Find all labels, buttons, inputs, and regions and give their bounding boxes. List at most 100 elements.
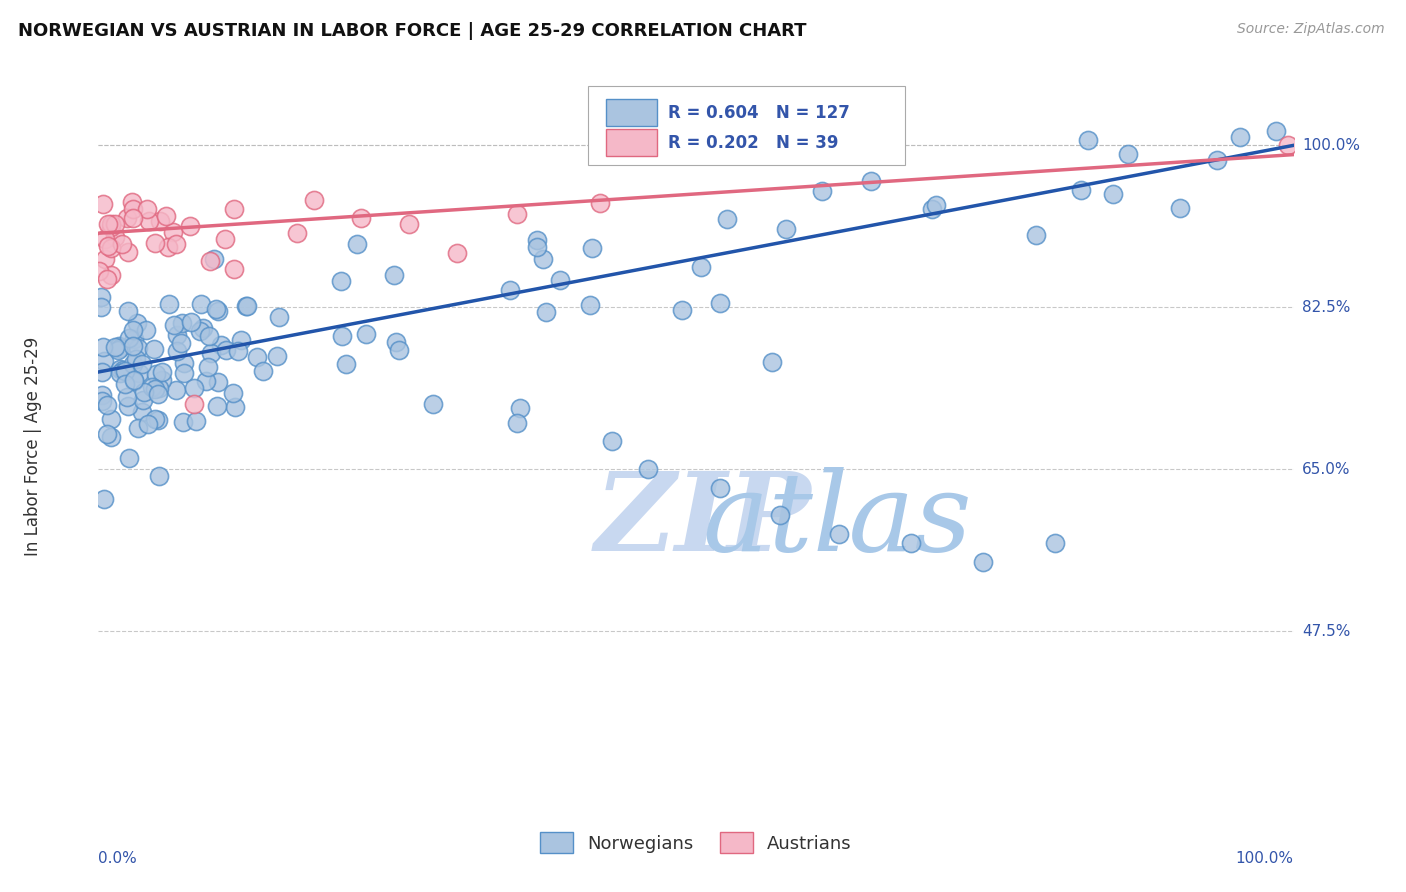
Point <box>108 341 131 355</box>
Point <box>117 390 139 404</box>
Point <box>224 261 246 276</box>
Point <box>252 364 274 378</box>
Point <box>506 207 529 221</box>
Point <box>100 412 122 426</box>
Point <box>150 373 173 387</box>
Point <box>117 244 139 259</box>
Text: 0.0%: 0.0% <box>98 851 138 866</box>
Text: 82.5%: 82.5% <box>1302 300 1350 315</box>
Point <box>150 365 173 379</box>
Point <box>148 381 170 395</box>
Point <box>266 349 288 363</box>
Point <box>100 268 122 283</box>
Point <box>100 429 122 443</box>
Point <box>114 376 136 391</box>
Point <box>671 303 693 318</box>
Point <box>125 351 148 366</box>
FancyBboxPatch shape <box>589 87 905 165</box>
Point <box>900 536 922 550</box>
Point <box>1077 133 1099 147</box>
Point <box>246 350 269 364</box>
Point <box>148 387 170 401</box>
Point <box>145 235 167 250</box>
Bar <box>606 129 657 156</box>
Point <box>285 226 308 240</box>
Point <box>148 413 170 427</box>
Point <box>97 217 120 231</box>
Point <box>775 221 797 235</box>
Point <box>170 336 193 351</box>
Point <box>141 380 163 394</box>
Point <box>149 214 172 228</box>
Point <box>354 327 377 342</box>
Point <box>346 236 368 251</box>
Point <box>222 385 245 400</box>
Text: 47.5%: 47.5% <box>1302 624 1350 639</box>
Point <box>143 382 166 396</box>
Text: 65.0%: 65.0% <box>1302 462 1350 476</box>
Point <box>709 296 731 310</box>
Point <box>93 354 115 368</box>
Point <box>924 198 946 212</box>
Point <box>188 324 211 338</box>
Point <box>972 555 994 569</box>
Point <box>100 220 122 235</box>
Point <box>91 197 114 211</box>
Point <box>589 196 612 211</box>
Legend: Norwegians, Austrians: Norwegians, Austrians <box>533 825 859 860</box>
Point <box>534 305 557 319</box>
Point <box>104 230 127 244</box>
Point <box>165 383 187 397</box>
Point <box>127 421 149 435</box>
Point <box>165 236 187 251</box>
Point <box>180 315 202 329</box>
Point <box>132 393 155 408</box>
Point <box>1070 183 1092 197</box>
Point <box>104 217 127 231</box>
Point <box>172 416 194 430</box>
Point <box>205 302 228 317</box>
Point <box>135 323 157 337</box>
Point <box>810 184 832 198</box>
Point <box>179 219 201 233</box>
Point <box>228 343 250 358</box>
Point <box>509 401 531 416</box>
Point <box>422 397 444 411</box>
Point <box>828 527 851 541</box>
Point <box>330 274 353 288</box>
Point <box>117 399 139 413</box>
Point <box>526 240 548 254</box>
Point <box>581 241 603 255</box>
Point <box>190 297 212 311</box>
Point <box>96 398 118 412</box>
Point <box>235 299 257 313</box>
Point <box>398 217 420 231</box>
Point <box>170 317 193 331</box>
Point <box>122 357 145 371</box>
Point <box>100 217 122 231</box>
Point <box>531 252 554 267</box>
Point <box>124 373 146 387</box>
Point <box>121 211 143 225</box>
Point <box>1101 187 1123 202</box>
Point <box>166 343 188 358</box>
Point <box>330 328 353 343</box>
Point <box>602 434 624 449</box>
Point <box>214 232 236 246</box>
Point <box>191 321 214 335</box>
Point <box>921 202 943 216</box>
Point <box>112 363 135 377</box>
Point <box>350 211 373 226</box>
Point <box>127 316 149 330</box>
Point <box>136 417 159 431</box>
Point <box>136 202 159 216</box>
Point <box>224 400 246 414</box>
Point <box>768 508 790 523</box>
Point <box>194 374 217 388</box>
Point <box>115 211 138 225</box>
Point <box>96 427 118 442</box>
Point <box>550 273 572 287</box>
Point <box>709 481 731 495</box>
Point <box>138 213 160 227</box>
Point <box>302 193 325 207</box>
